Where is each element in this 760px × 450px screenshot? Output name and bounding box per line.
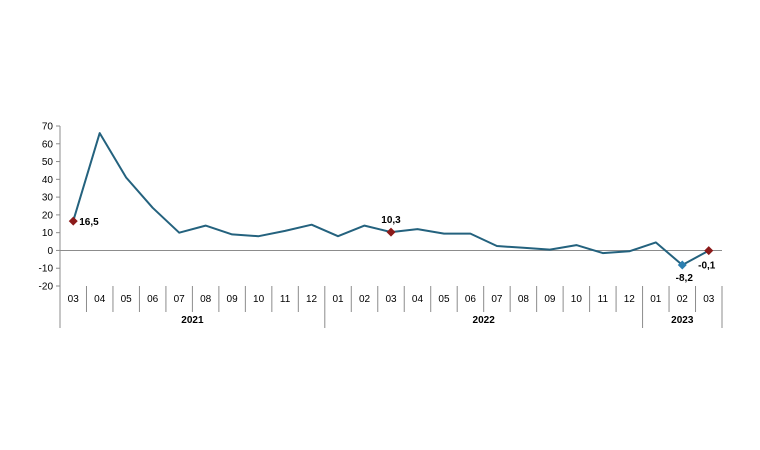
x-tick-label: 02: [359, 294, 371, 305]
data-label: 16,5: [79, 217, 99, 228]
data-label: -0,1: [698, 261, 716, 272]
x-tick-label: 06: [465, 294, 477, 305]
y-tick-label: 30: [42, 193, 54, 204]
year-label: 2021: [181, 315, 204, 326]
x-tick-label: 03: [68, 294, 80, 305]
x-tick-label: 05: [121, 294, 133, 305]
year-label: 2022: [473, 315, 496, 326]
year-label: 2023: [671, 315, 694, 326]
x-tick-label: 11: [280, 294, 291, 305]
x-tick-label: 10: [253, 294, 265, 305]
x-tick-label: 05: [438, 294, 450, 305]
y-tick-label: 50: [42, 157, 54, 168]
x-tick-label: 09: [544, 294, 556, 305]
y-tick-label: 20: [42, 210, 54, 221]
series-line: [72, 132, 710, 266]
highlight-marker: [704, 246, 714, 256]
x-tick-label: 03: [703, 294, 715, 305]
x-tick-label: 02: [677, 294, 689, 305]
x-tick-label: 12: [624, 294, 636, 305]
x-tick-label: 04: [94, 294, 106, 305]
x-tick-label: 08: [200, 294, 212, 305]
y-tick-label: 40: [42, 175, 54, 186]
y-tick-label: 70: [42, 122, 54, 133]
x-tick-label: 01: [332, 294, 344, 305]
highlight-marker: [68, 216, 78, 226]
data-label: 10,3: [381, 215, 401, 226]
x-tick-label: 03: [385, 294, 397, 305]
x-tick-label: 11: [598, 294, 609, 305]
highlight-marker: [386, 227, 396, 237]
y-tick-label: 10: [42, 228, 54, 239]
x-tick-label: 07: [174, 294, 186, 305]
data-label: -8,2: [676, 273, 694, 284]
x-tick-label: 06: [147, 294, 159, 305]
x-tick-label: 12: [306, 294, 318, 305]
x-tick-label: 10: [571, 294, 583, 305]
y-tick-label: -20: [39, 282, 54, 293]
x-tick-label: 08: [518, 294, 530, 305]
x-tick-label: 04: [412, 294, 424, 305]
y-tick-label: 60: [42, 139, 54, 150]
x-tick-label: 09: [227, 294, 239, 305]
x-tick-label: 07: [491, 294, 503, 305]
y-tick-label: -10: [39, 264, 54, 275]
highlight-marker: [677, 260, 687, 270]
y-tick-label: 0: [47, 246, 53, 257]
x-tick-label: 01: [650, 294, 662, 305]
